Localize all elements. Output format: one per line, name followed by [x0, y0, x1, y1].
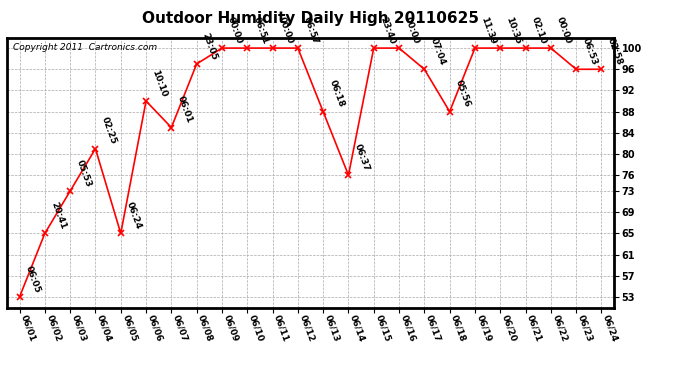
Text: 10:35: 10:35	[504, 15, 522, 45]
Text: 00:00: 00:00	[277, 16, 295, 45]
Text: 06:57: 06:57	[302, 15, 320, 45]
Text: 23:40: 23:40	[378, 15, 396, 45]
Text: 06:05: 06:05	[23, 264, 42, 294]
Text: 00:00: 00:00	[555, 16, 573, 45]
Text: 06:01: 06:01	[175, 95, 194, 125]
Text: 07:04: 07:04	[428, 36, 446, 66]
Text: 06:51: 06:51	[251, 15, 270, 45]
Text: 02:25: 02:25	[99, 116, 118, 146]
Text: 05:56: 05:56	[454, 79, 472, 109]
Text: 06:24: 06:24	[125, 201, 143, 231]
Text: 06:53: 06:53	[580, 37, 598, 66]
Text: 02:10: 02:10	[530, 16, 548, 45]
Text: 11:39: 11:39	[479, 15, 497, 45]
Text: 05:53: 05:53	[75, 158, 92, 188]
Text: 00:00: 00:00	[226, 16, 244, 45]
Text: 20:41: 20:41	[49, 201, 67, 231]
Text: 23:05: 23:05	[201, 32, 219, 61]
Text: 00:00: 00:00	[403, 16, 422, 45]
Text: Outdoor Humidity Daily High 20110625: Outdoor Humidity Daily High 20110625	[142, 11, 479, 26]
Text: 02:58: 02:58	[606, 37, 624, 66]
Text: 06:37: 06:37	[353, 142, 371, 172]
Text: 06:18: 06:18	[327, 79, 346, 109]
Text: 10:10: 10:10	[150, 69, 168, 98]
Text: Copyright 2011  Cartronics.com: Copyright 2011 Cartronics.com	[13, 43, 157, 52]
